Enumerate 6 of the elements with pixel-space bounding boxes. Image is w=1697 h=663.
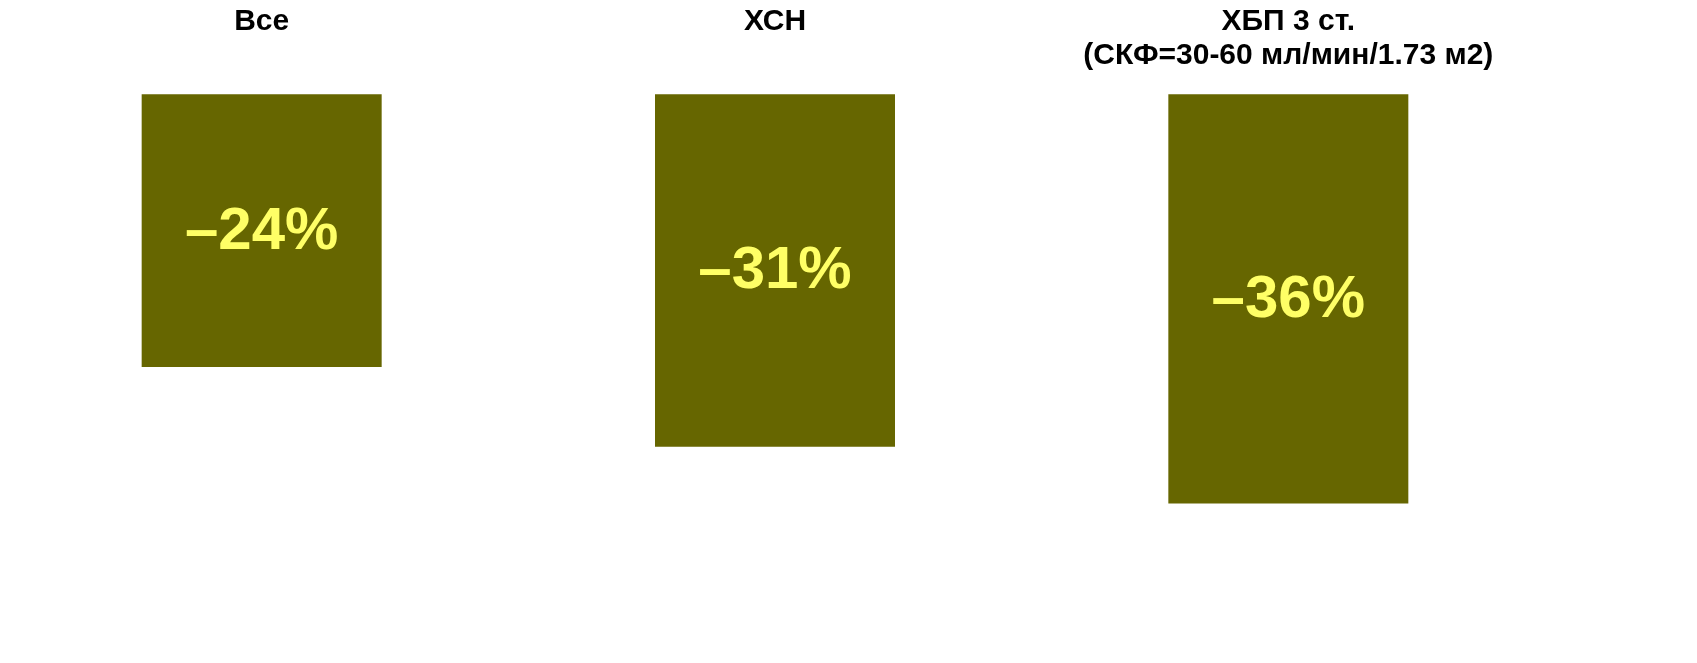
data-label: –24%: [184, 194, 339, 262]
data-label: –31%: [698, 234, 852, 302]
x-tick-label: Все: [234, 2, 290, 36]
data-label: –36%: [1211, 262, 1366, 330]
x-tick-label: ХБП 3 ст. (СКФ=30-60 мл/мин/1.73 м2): [1083, 2, 1494, 70]
x-tick-label: ХСН: [743, 2, 807, 36]
